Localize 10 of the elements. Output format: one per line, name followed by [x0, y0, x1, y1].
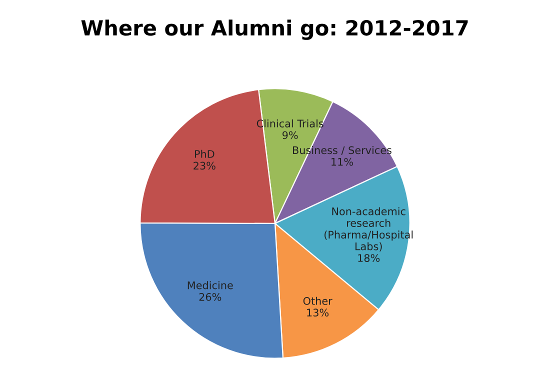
- data-label: 18%: [358, 254, 380, 262]
- slice-label: Other: [303, 296, 332, 305]
- data-label: 26%: [199, 293, 222, 301]
- data-label: 11%: [332, 158, 353, 166]
- data-label: 23%: [194, 162, 216, 170]
- slice-label: Medicine: [188, 281, 233, 290]
- data-label: 13%: [307, 308, 329, 317]
- data-label: 9%: [282, 131, 298, 140]
- slice-label: PhD: [194, 150, 214, 158]
- chart-title: Where our Alumni go: 2012-2017: [81, 20, 468, 40]
